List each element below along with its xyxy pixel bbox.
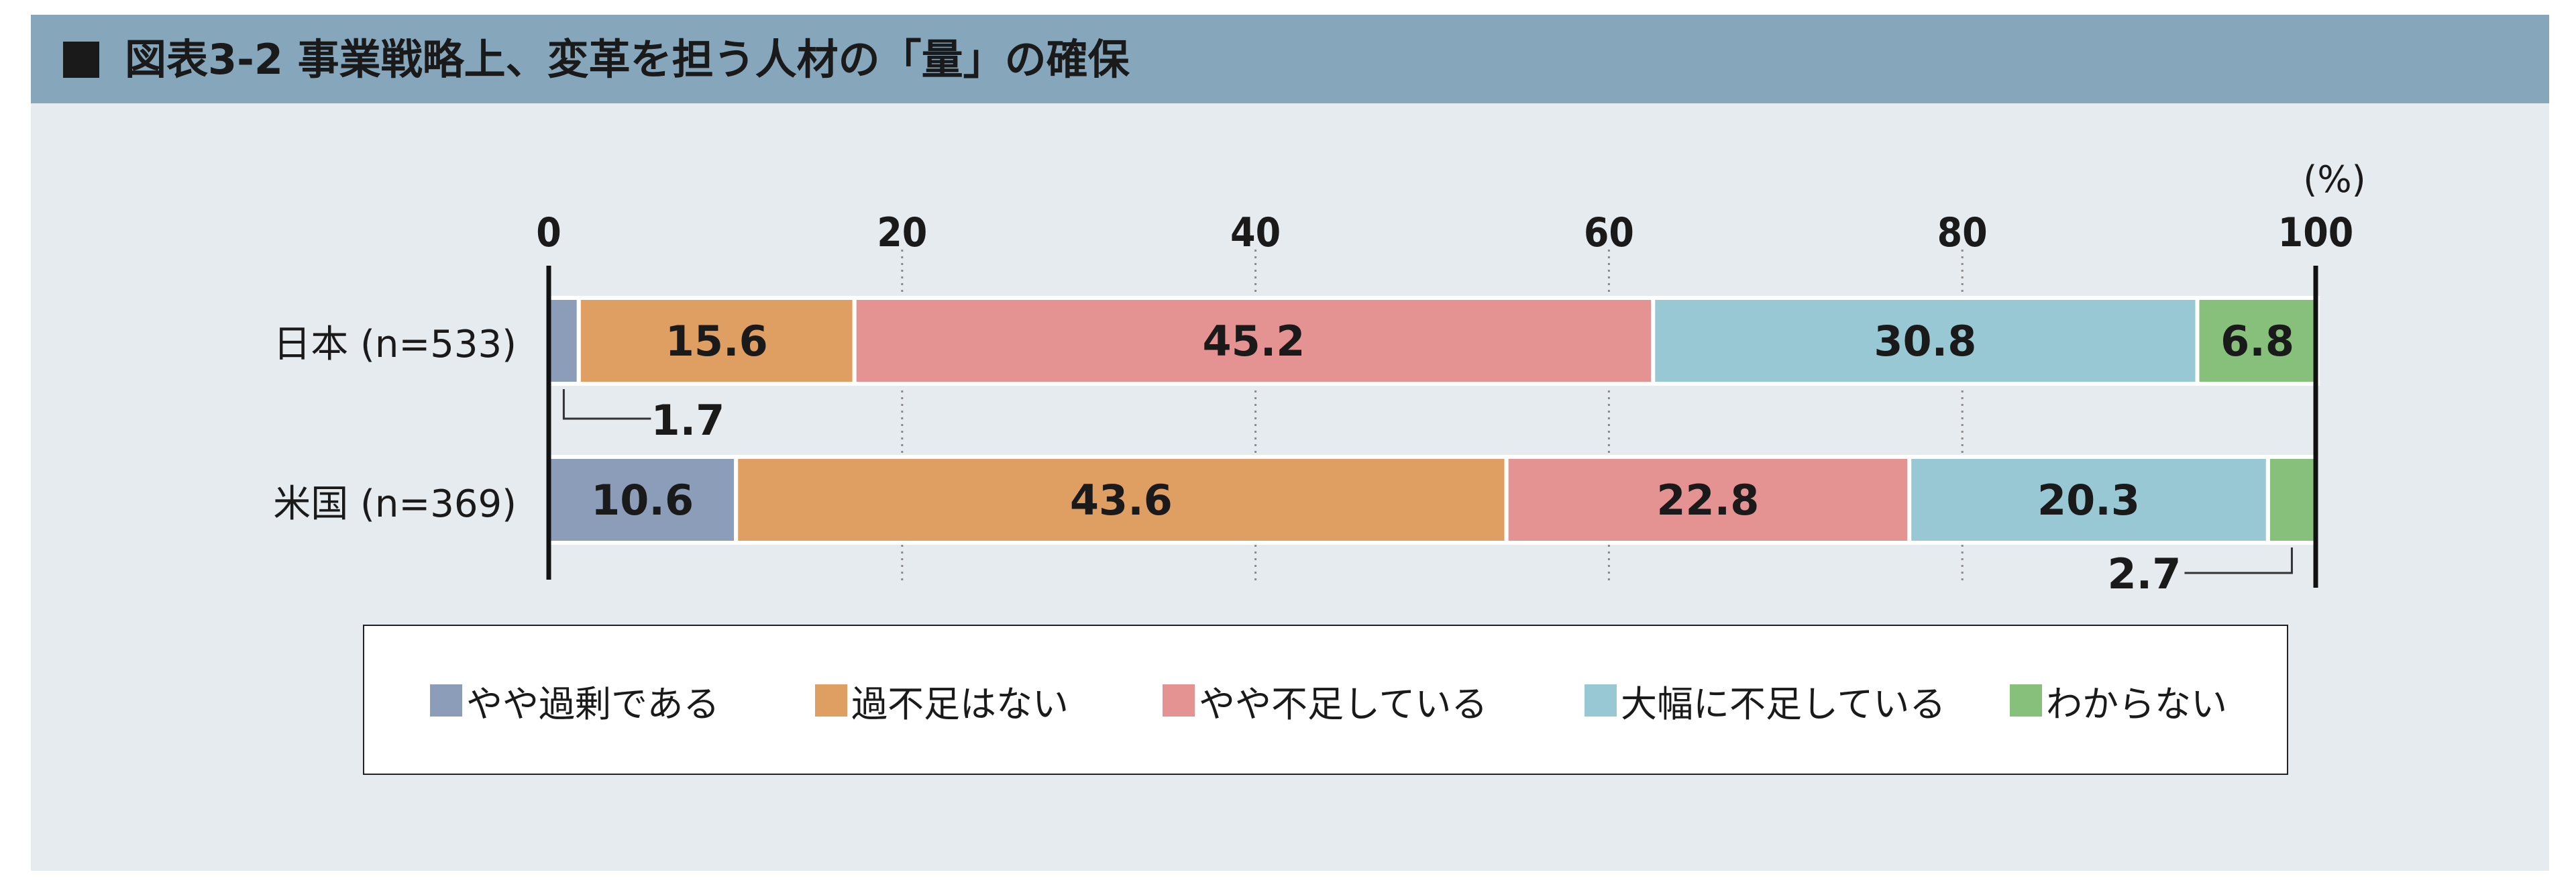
legend-item: わからない [2010,678,2227,725]
category-label: 日本 (n=533) [273,323,517,366]
category-label: 米国 (n=369) [273,482,517,526]
legend-swatch [430,684,462,717]
legend-item: 大幅に不足している [1585,678,1945,725]
bar-segment [852,296,1656,386]
data-label: 22.8 [1656,476,1759,525]
bar-segment [1907,455,2270,545]
bar-segment [734,455,1509,545]
bar-segment [1651,296,2200,386]
legend-label: 過不足はない [851,682,1069,725]
legend-label: 大幅に不足している [1621,682,1946,725]
data-label: 2.7 [2108,549,2182,598]
legend-label: やや不足している [1199,682,1488,725]
leader-line [562,389,651,420]
leader-line [2184,547,2293,574]
bar-segment [576,296,857,386]
legend-swatch [1163,684,1195,717]
legend-swatch [1585,684,1617,717]
data-label: 20.3 [2037,476,2140,525]
legend-item: やや過剰である [430,678,719,725]
chart-title: 図表3-2 事業戦略上、変革を担う人材の「量」の確保 [125,35,1130,84]
x-tick-label: 60 [1584,209,1634,256]
data-label: 15.6 [665,317,768,366]
legend-item: 過不足はない [815,678,1069,725]
data-label: 43.6 [1070,476,1173,525]
legend-label: わからない [2046,682,2227,725]
x-tick-label: 100 [2278,209,2354,256]
x-tick-label: 20 [877,209,927,256]
bar-segment [547,455,739,545]
chart-header: 図表3-2 事業戦略上、変革を担う人材の「量」の確保 [31,15,2549,103]
bar-segment [547,296,581,386]
data-label: 10.6 [591,476,694,525]
x-tick-label: 0 [536,209,561,256]
legend-label: やや過剰である [466,682,720,725]
unit-label: (%) [2303,158,2365,201]
data-label: 6.8 [2220,317,2294,366]
chart-legend: やや過剰である 過不足はない やや不足している 大幅に不足している わからない [363,625,2288,775]
bar-segment [2195,296,2320,386]
legend-swatch [815,684,847,717]
bar-segment [2265,455,2318,545]
bar-segment [1504,455,1912,545]
legend-item: やや不足している [1163,678,1487,725]
data-label: 1.7 [651,396,724,445]
data-label: 45.2 [1202,317,1305,366]
title-square-icon [63,42,99,78]
x-tick-label: 80 [1937,209,1988,256]
legend-swatch [2010,684,2042,717]
data-label: 30.8 [1874,317,1976,366]
x-tick-label: 40 [1230,209,1281,256]
